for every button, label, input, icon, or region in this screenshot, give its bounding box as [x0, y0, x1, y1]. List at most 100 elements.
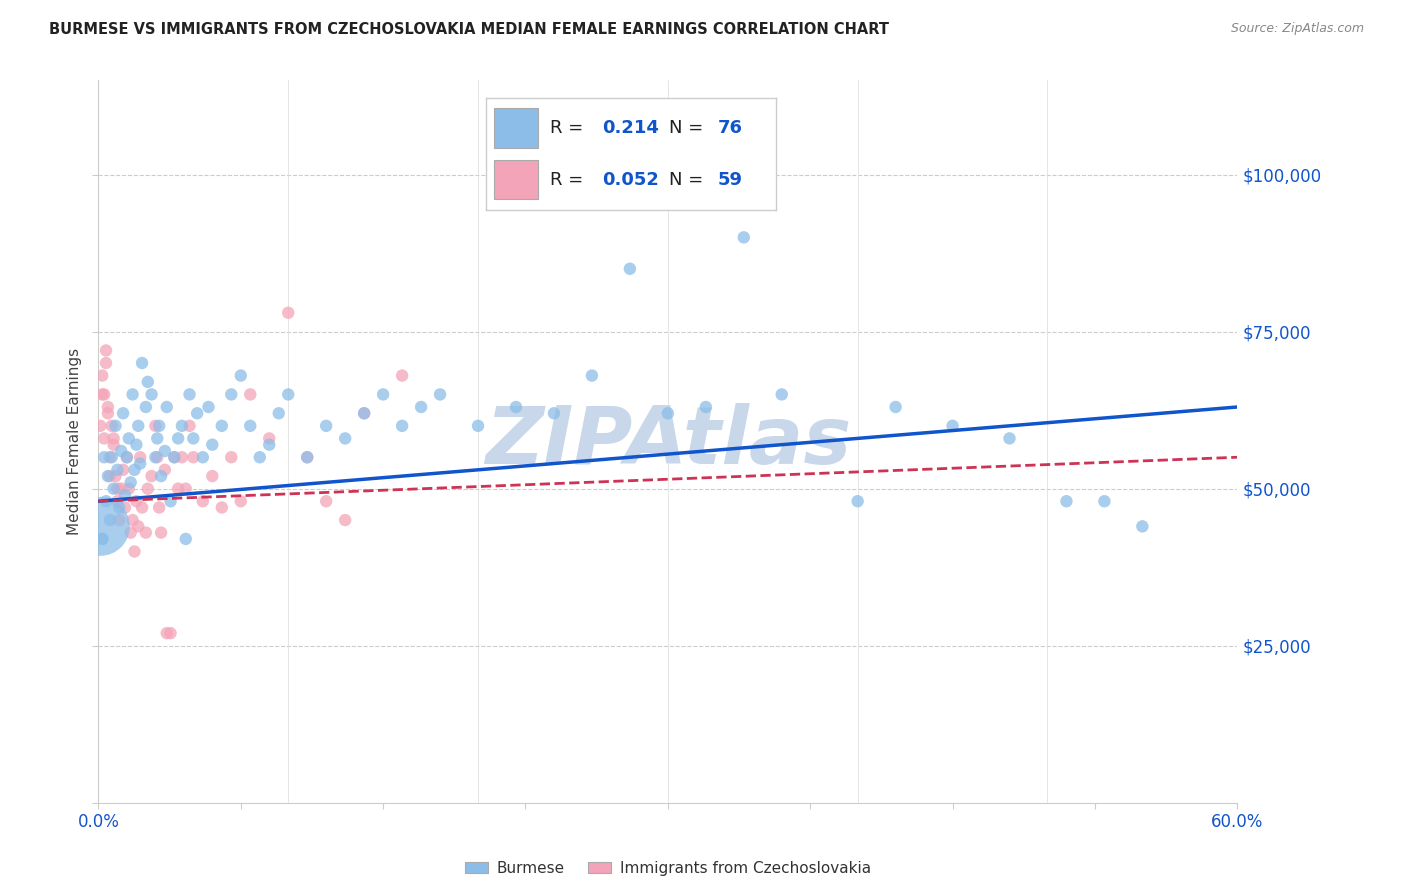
- Point: [148, 418, 170, 433]
- Point: [145, 450, 167, 465]
- Point: [97, 406, 120, 420]
- Point: [112, 463, 135, 477]
- Point: [221, 387, 243, 401]
- Point: [98, 513, 121, 527]
- Point: [657, 406, 679, 420]
- Point: [1132, 519, 1154, 533]
- Point: [1094, 494, 1116, 508]
- Point: [121, 513, 143, 527]
- Point: [135, 400, 157, 414]
- Point: [259, 431, 281, 445]
- Point: [125, 494, 148, 508]
- Point: [201, 438, 224, 452]
- Point: [191, 450, 214, 465]
- Point: [239, 387, 262, 401]
- Point: [211, 418, 233, 433]
- Point: [391, 418, 413, 433]
- Point: [124, 463, 146, 477]
- Point: [145, 418, 167, 433]
- Point: [103, 431, 125, 445]
- Point: [91, 368, 114, 383]
- Y-axis label: Median Female Earnings: Median Female Earnings: [66, 348, 82, 535]
- Point: [259, 438, 281, 452]
- Point: [297, 450, 319, 465]
- Point: [120, 475, 142, 490]
- Point: [98, 469, 121, 483]
- Point: [277, 306, 299, 320]
- Point: [131, 500, 153, 515]
- Point: [335, 513, 357, 527]
- Point: [94, 494, 117, 508]
- Point: [150, 469, 173, 483]
- Point: [94, 356, 117, 370]
- Point: [141, 469, 163, 483]
- Point: [98, 450, 121, 465]
- Point: [411, 400, 433, 414]
- Point: [125, 438, 148, 452]
- Point: [136, 375, 159, 389]
- Point: [153, 463, 176, 477]
- Point: [112, 406, 135, 420]
- Point: [167, 482, 190, 496]
- Point: [110, 482, 132, 496]
- Point: [129, 457, 152, 471]
- Point: [91, 387, 114, 401]
- Point: [118, 431, 141, 445]
- Point: [353, 406, 375, 420]
- Point: [391, 368, 413, 383]
- Point: [998, 431, 1021, 445]
- Point: [114, 488, 136, 502]
- Point: [131, 356, 153, 370]
- Point: [108, 513, 131, 527]
- Point: [239, 418, 262, 433]
- Point: [107, 494, 129, 508]
- Point: [150, 525, 173, 540]
- Point: [129, 450, 152, 465]
- Point: [277, 387, 299, 401]
- Point: [884, 400, 907, 414]
- Point: [297, 450, 319, 465]
- Point: [371, 387, 394, 401]
- Point: [121, 387, 143, 401]
- Point: [429, 387, 451, 401]
- Point: [846, 494, 869, 508]
- Point: [97, 400, 120, 414]
- Legend: Burmese, Immigrants from Czechoslovakia: Burmese, Immigrants from Czechoslovakia: [458, 855, 877, 882]
- Point: [115, 450, 138, 465]
- Point: [619, 261, 641, 276]
- Point: [100, 450, 122, 465]
- Point: [159, 626, 181, 640]
- Point: [120, 525, 142, 540]
- Point: [221, 450, 243, 465]
- Point: [179, 387, 201, 401]
- Point: [156, 626, 179, 640]
- Point: [353, 406, 375, 420]
- Point: [89, 519, 111, 533]
- Point: [211, 500, 233, 515]
- Point: [174, 482, 197, 496]
- Point: [163, 450, 186, 465]
- Point: [581, 368, 603, 383]
- Point: [93, 450, 115, 465]
- Point: [146, 431, 169, 445]
- Point: [505, 400, 527, 414]
- Point: [153, 444, 176, 458]
- Point: [167, 431, 190, 445]
- Point: [97, 469, 120, 483]
- Point: [91, 532, 114, 546]
- Point: [127, 418, 149, 433]
- Point: [179, 418, 201, 433]
- Text: Source: ZipAtlas.com: Source: ZipAtlas.com: [1230, 22, 1364, 36]
- Point: [159, 494, 181, 508]
- Point: [127, 519, 149, 533]
- Point: [174, 532, 197, 546]
- Point: [100, 418, 122, 433]
- Point: [110, 444, 132, 458]
- Point: [249, 450, 271, 465]
- Point: [104, 469, 127, 483]
- Point: [335, 431, 357, 445]
- Point: [136, 482, 159, 496]
- Text: BURMESE VS IMMIGRANTS FROM CZECHOSLOVAKIA MEDIAN FEMALE EARNINGS CORRELATION CHA: BURMESE VS IMMIGRANTS FROM CZECHOSLOVAKI…: [49, 22, 889, 37]
- Text: ZIPAtlas: ZIPAtlas: [485, 402, 851, 481]
- Point: [108, 500, 131, 515]
